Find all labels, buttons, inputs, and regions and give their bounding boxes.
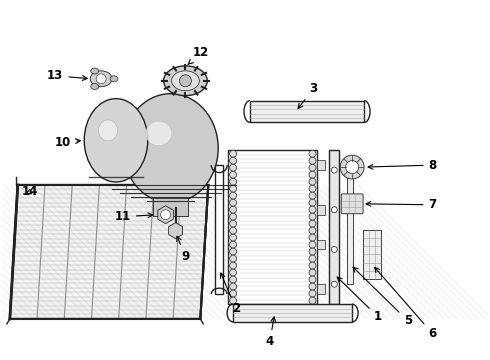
Circle shape [309,164,316,171]
Bar [347,175,353,284]
Circle shape [309,241,316,248]
Text: 1: 1 [337,277,382,323]
Circle shape [230,269,237,276]
Ellipse shape [91,84,98,90]
Bar [318,239,325,249]
Circle shape [309,276,316,283]
Ellipse shape [98,120,118,141]
Circle shape [345,161,359,174]
Bar [318,284,325,294]
Text: 12: 12 [188,46,208,64]
Bar [233,304,352,322]
Text: 13: 13 [47,69,87,82]
Circle shape [230,283,237,290]
Circle shape [230,234,237,241]
Circle shape [230,192,237,199]
Circle shape [230,255,237,262]
Circle shape [309,227,316,234]
Ellipse shape [84,99,148,182]
Circle shape [331,167,337,173]
Circle shape [230,185,237,192]
Circle shape [309,269,316,276]
Circle shape [161,210,171,220]
Circle shape [340,155,364,179]
Circle shape [230,213,237,220]
Ellipse shape [91,68,98,74]
Circle shape [309,248,316,255]
Circle shape [230,178,237,185]
Circle shape [309,206,316,213]
Ellipse shape [172,71,199,91]
Circle shape [309,283,316,290]
Circle shape [309,185,316,192]
Polygon shape [10,185,208,319]
Text: 6: 6 [375,267,437,340]
Circle shape [179,75,192,87]
Text: 9: 9 [177,236,190,263]
Circle shape [309,297,316,304]
Circle shape [309,213,316,220]
Circle shape [230,276,237,283]
Circle shape [230,290,237,297]
Circle shape [309,234,316,241]
Circle shape [230,157,237,164]
Circle shape [309,192,316,199]
Circle shape [230,199,237,206]
Ellipse shape [123,94,218,203]
Bar [329,150,339,304]
Ellipse shape [146,121,172,146]
Circle shape [331,247,337,252]
Circle shape [309,150,316,157]
Circle shape [230,150,237,157]
Text: 2: 2 [220,273,240,315]
Text: 4: 4 [266,317,275,348]
Circle shape [309,178,316,185]
Circle shape [309,199,316,206]
Circle shape [331,281,337,287]
Circle shape [309,255,316,262]
Circle shape [331,207,337,213]
Bar [363,230,381,279]
Text: 5: 5 [353,267,412,327]
Bar [318,205,325,215]
Ellipse shape [110,76,118,82]
Text: 14: 14 [22,185,38,198]
Bar [250,100,364,122]
Circle shape [230,248,237,255]
Text: 7: 7 [366,198,437,211]
Text: 8: 8 [368,159,437,172]
Bar [215,165,223,294]
Text: 3: 3 [298,82,318,108]
Circle shape [230,164,237,171]
Circle shape [309,220,316,227]
Text: 11: 11 [115,210,153,223]
Circle shape [230,220,237,227]
Circle shape [96,74,106,84]
Bar [228,150,318,304]
Circle shape [309,171,316,178]
Circle shape [230,171,237,178]
Ellipse shape [90,71,112,87]
FancyBboxPatch shape [341,194,363,214]
Circle shape [230,262,237,269]
Circle shape [309,262,316,269]
Circle shape [309,157,316,164]
Circle shape [230,241,237,248]
Circle shape [230,206,237,213]
Circle shape [230,297,237,304]
Circle shape [230,227,237,234]
Bar [318,160,325,170]
Text: 10: 10 [55,136,80,149]
Bar [153,198,189,216]
Ellipse shape [164,66,207,96]
Circle shape [309,290,316,297]
